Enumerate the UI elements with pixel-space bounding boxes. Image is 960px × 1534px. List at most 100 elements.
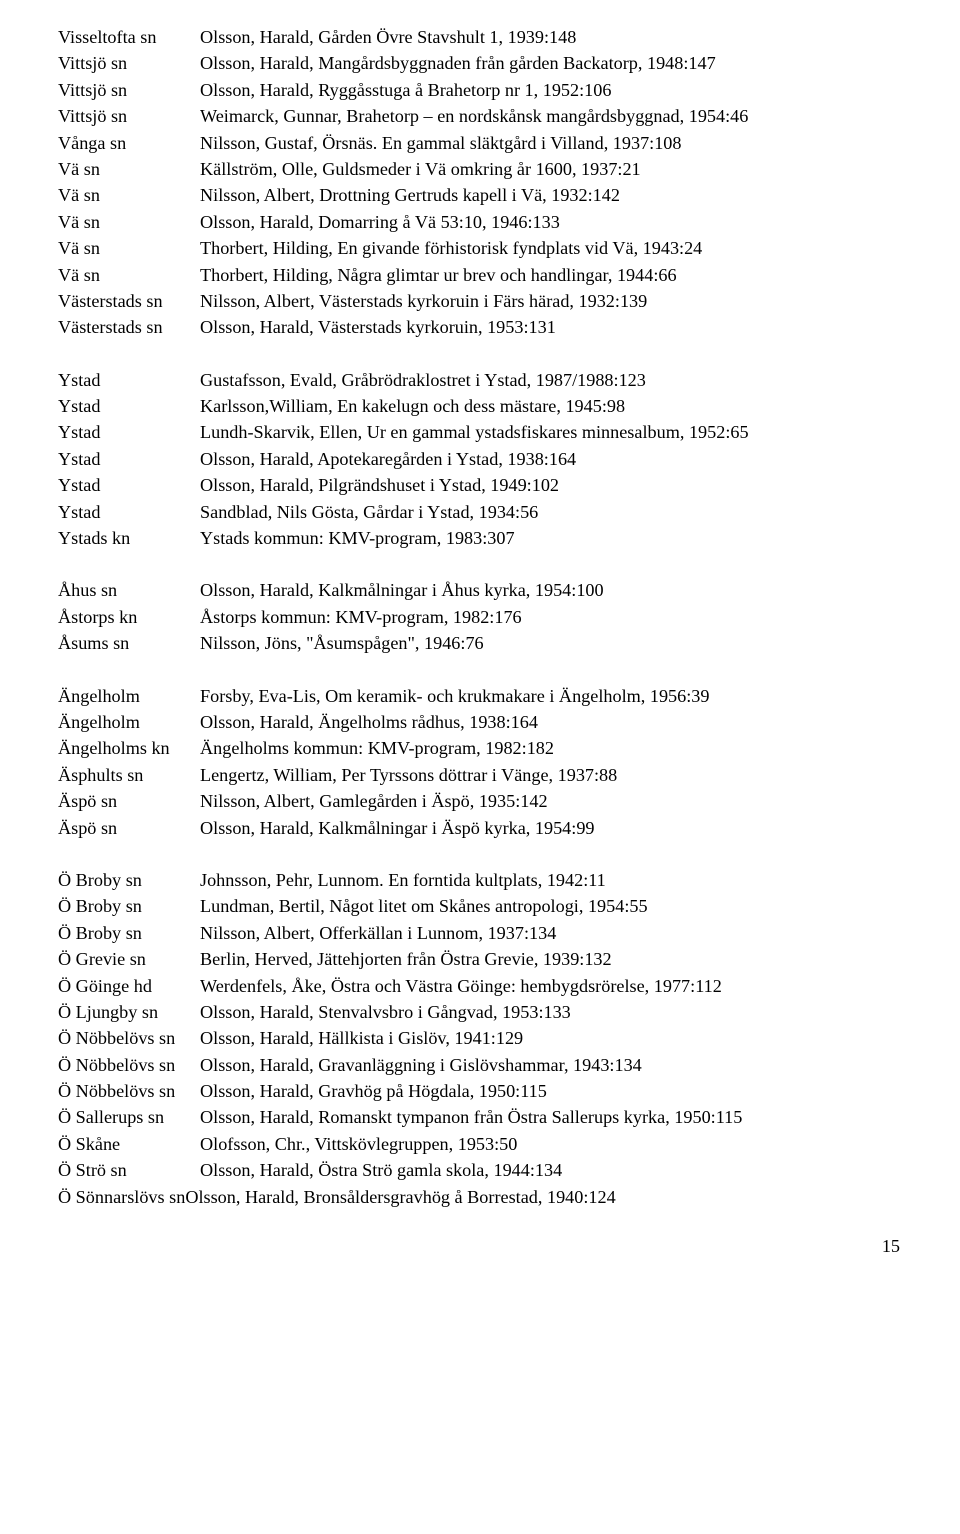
entry-location: Ö Göinge hd [58, 973, 200, 999]
entry-description: Gustafsson, Evald, Gråbrödraklostret i Y… [200, 367, 902, 393]
entry-row: Ängelholms knÄngelholms kommun: KMV-prog… [58, 735, 902, 761]
entry-location: Ängelholm [58, 709, 200, 735]
entry-row: Vittsjö snOlsson, Harald, Mangårdsbyggna… [58, 50, 902, 76]
entry-description: Johnsson, Pehr, Lunnom. En forntida kult… [200, 867, 902, 893]
entry-row: Ö Sönnarslövs sn Olsson, Harald, Bronsål… [58, 1184, 902, 1210]
entry-description: Forsby, Eva-Lis, Om keramik- och krukmak… [200, 683, 902, 709]
entry-location: Vä sn [58, 262, 200, 288]
entry-description: Lundh-Skarvik, Ellen, Ur en gammal ystad… [200, 419, 902, 445]
entry-location: Ängelholm [58, 683, 200, 709]
entry-description: Olsson, Harald, Bronsåldersgravhög å Bor… [185, 1184, 615, 1210]
entry-row: Ö Grevie snBerlin, Herved, Jättehjorten … [58, 946, 902, 972]
entry-description: Källström, Olle, Guldsmeder i Vä omkring… [200, 156, 902, 182]
entry-location: Vä sn [58, 235, 200, 261]
entry-description: Sandblad, Nils Gösta, Gårdar i Ystad, 19… [200, 499, 902, 525]
entry-description: Olsson, Harald, Domarring å Vä 53:10, 19… [200, 209, 902, 235]
entry-description: Thorbert, Hilding, En givande förhistori… [200, 235, 902, 261]
entry-location: Äspö sn [58, 815, 200, 841]
entry-row: Vä snOlsson, Harald, Domarring å Vä 53:1… [58, 209, 902, 235]
entry-location: Ö Skåne [58, 1131, 200, 1157]
entry-location: Vä sn [58, 156, 200, 182]
entry-row: Ö Broby snJohnsson, Pehr, Lunnom. En for… [58, 867, 902, 893]
entry-location: Vä sn [58, 209, 200, 235]
entry-location: Ystad [58, 393, 200, 419]
page-number: 15 [58, 1236, 902, 1257]
entry-row: Åsums snNilsson, Jöns, "Åsumspågen", 194… [58, 630, 902, 656]
entry-location: Visseltofta sn [58, 24, 200, 50]
entry-description: Karlsson,William, En kakelugn och dess m… [200, 393, 902, 419]
entry-description: Nilsson, Albert, Gamlegården i Äspö, 193… [200, 788, 902, 814]
entry-row: Ö Sallerups snOlsson, Harald, Romanskt t… [58, 1104, 902, 1130]
entry-row: Äspö snOlsson, Harald, Kalkmålningar i Ä… [58, 815, 902, 841]
entry-description: Olsson, Harald, Stenvalvsbro i Gångvad, … [200, 999, 902, 1025]
entry-row: Ö Nöbbelövs snOlsson, Harald, Gravanlägg… [58, 1052, 902, 1078]
entry-row: YstadLundh-Skarvik, Ellen, Ur en gammal … [58, 419, 902, 445]
entry-row: Visseltofta snOlsson, Harald, Gården Övr… [58, 24, 902, 50]
entry-description: Ängelholms kommun: KMV-program, 1982:182 [200, 735, 902, 761]
entry-location: Ö Broby sn [58, 867, 200, 893]
entry-description: Olsson, Harald, Pilgrändshuset i Ystad, … [200, 472, 902, 498]
entry-group: ÄngelholmForsby, Eva-Lis, Om keramik- oc… [58, 683, 902, 841]
entry-location: Vånga sn [58, 130, 200, 156]
entry-location: Vittsjö sn [58, 50, 200, 76]
entry-row: YstadSandblad, Nils Gösta, Gårdar i Ysta… [58, 499, 902, 525]
entry-row: Vä snThorbert, Hilding, En givande förhi… [58, 235, 902, 261]
entry-row: Vittsjö snOlsson, Harald, Ryggåsstuga å … [58, 77, 902, 103]
entry-location: Ö Broby sn [58, 893, 200, 919]
entry-row: Ö Nöbbelövs snOlsson, Harald, Gravhög på… [58, 1078, 902, 1104]
entry-description: Olsson, Harald, Hällkista i Gislöv, 1941… [200, 1025, 902, 1051]
entry-location: Åhus sn [58, 577, 200, 603]
entry-description: Olsson, Harald, Gravanläggning i Gislövs… [200, 1052, 902, 1078]
entry-row: Ö Göinge hdWerdenfels, Åke, Östra och Vä… [58, 973, 902, 999]
entry-row: Äsphults snLengertz, William, Per Tyrsso… [58, 762, 902, 788]
document-page: Visseltofta snOlsson, Harald, Gården Övr… [0, 0, 960, 1297]
entry-location: Ö Sallerups sn [58, 1104, 200, 1130]
entry-row: Ö Strö snOlsson, Harald, Östra Strö gaml… [58, 1157, 902, 1183]
entry-location: Ö Grevie sn [58, 946, 200, 972]
entry-row: Vä snNilsson, Albert, Drottning Gertruds… [58, 182, 902, 208]
entry-location: Vittsjö sn [58, 77, 200, 103]
entry-group: Ö Broby snJohnsson, Pehr, Lunnom. En for… [58, 867, 902, 1210]
entry-location: Ystads kn [58, 525, 200, 551]
entry-description: Olsson, Harald, Ryggåsstuga å Brahetorp … [200, 77, 902, 103]
entry-location: Ö Broby sn [58, 920, 200, 946]
entry-description: Berlin, Herved, Jättehjorten från Östra … [200, 946, 902, 972]
entry-location: Vä sn [58, 182, 200, 208]
entry-row: YstadOlsson, Harald, Apotekaregården i Y… [58, 446, 902, 472]
entry-location: Ö Nöbbelövs sn [58, 1025, 200, 1051]
entry-description: Olsson, Harald, Östra Strö gamla skola, … [200, 1157, 902, 1183]
entry-description: Olsson, Harald, Gården Övre Stavshult 1,… [200, 24, 902, 50]
entry-row: ÄngelholmOlsson, Harald, Ängelholms rådh… [58, 709, 902, 735]
entry-row: Västerstads snNilsson, Albert, Västersta… [58, 288, 902, 314]
entry-location: Ystad [58, 499, 200, 525]
entry-description: Nilsson, Albert, Offerkällan i Lunnom, 1… [200, 920, 902, 946]
entry-row: Äspö snNilsson, Albert, Gamlegården i Äs… [58, 788, 902, 814]
entry-row: Vä snKällström, Olle, Guldsmeder i Vä om… [58, 156, 902, 182]
entry-location: Ö Nöbbelövs sn [58, 1078, 200, 1104]
entry-description: Weimarck, Gunnar, Brahetorp – en nordskå… [200, 103, 902, 129]
entry-location: Västerstads sn [58, 288, 200, 314]
entry-description: Olsson, Harald, Gravhög på Högdala, 1950… [200, 1078, 902, 1104]
entry-row: Ö Broby snNilsson, Albert, Offerkällan i… [58, 920, 902, 946]
entry-location: Ystad [58, 367, 200, 393]
entry-description: Nilsson, Albert, Drottning Gertruds kape… [200, 182, 902, 208]
entry-row: Vittsjö snWeimarck, Gunnar, Brahetorp – … [58, 103, 902, 129]
entry-row: Vånga snNilsson, Gustaf, Örsnäs. En gamm… [58, 130, 902, 156]
entry-location: Ystad [58, 472, 200, 498]
entry-location: Ystad [58, 446, 200, 472]
entry-description: Olsson, Harald, Kalkmålningar i Åhus kyr… [200, 577, 902, 603]
entry-location: Äsphults sn [58, 762, 200, 788]
entry-location: Ö Nöbbelövs sn [58, 1052, 200, 1078]
entry-row: YstadKarlsson,William, En kakelugn och d… [58, 393, 902, 419]
entry-description: Lengertz, William, Per Tyrssons döttrar … [200, 762, 902, 788]
entry-group: Visseltofta snOlsson, Harald, Gården Övr… [58, 24, 902, 341]
entry-location: Ö Ljungby sn [58, 999, 200, 1025]
entry-description: Thorbert, Hilding, Några glimtar ur brev… [200, 262, 902, 288]
entry-description: Werdenfels, Åke, Östra och Västra Göinge… [200, 973, 902, 999]
entry-description: Nilsson, Albert, Västerstads kyrkoruin i… [200, 288, 902, 314]
entry-row: Vä snThorbert, Hilding, Några glimtar ur… [58, 262, 902, 288]
entry-description: Olsson, Harald, Västerstads kyrkoruin, 1… [200, 314, 902, 340]
entry-row: Ö SkåneOlofsson, Chr., Vittskövlegruppen… [58, 1131, 902, 1157]
entry-description: Olsson, Harald, Romanskt tympanon från Ö… [200, 1104, 902, 1130]
entry-location: Äspö sn [58, 788, 200, 814]
